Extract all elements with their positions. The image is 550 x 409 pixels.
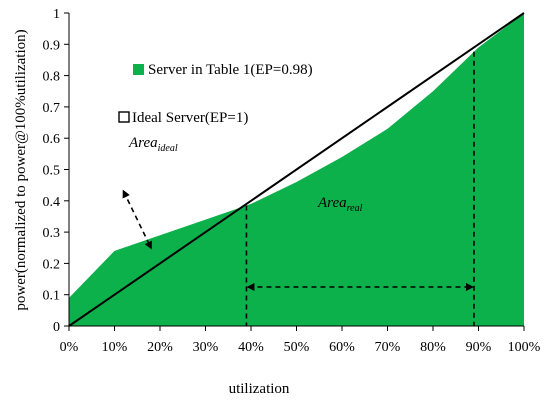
x-axis-label: utilization [229,381,290,397]
x-tick-label: 90% [466,340,492,355]
legend-swatch-real [133,64,144,75]
area-ideal-label: Area [128,135,158,151]
y-tick-label: 0.9 [43,38,61,53]
y-tick-label: 0.8 [43,70,61,85]
area-ideal-subscript: ideal [158,143,178,154]
area-real-annotation: Areareal [317,195,363,214]
y-tick-label: 0.4 [43,195,61,210]
ideal-series-line [68,12,525,327]
x-tick-label: 10% [102,340,128,355]
legend-swatch-ideal [118,111,130,123]
y-tick-label: 0.5 [43,164,61,179]
svg-text:Areareal: Areareal [317,195,363,214]
y-tick-label: 0.7 [43,101,61,116]
x-tick-label: 70% [375,340,401,355]
legend: Server in Table 1(EP=0.98) Ideal Server(… [118,62,313,126]
x-tick-label: 0% [60,340,79,355]
area-real-label: Area [317,195,347,211]
x-tick-label: 50% [284,340,310,355]
y-tick-label: 0.3 [43,226,61,241]
y-tick-label: 1 [53,7,60,22]
svg-text:Areaideal: Areaideal [128,135,178,154]
legend-label-real: Server in Table 1(EP=0.98) [148,62,313,78]
x-tick-label: 20% [147,340,173,355]
x-tick-label: 30% [193,340,219,355]
x-tick-label: 100% [508,340,541,355]
x-tick-label: 60% [329,340,355,355]
y-tick-label: 0.6 [43,132,61,147]
x-tick-label: 40% [238,340,264,355]
y-tick-label: 0 [53,320,60,335]
x-tick-label: 80% [420,340,446,355]
y-axis-label: power(normalized to power@100%utilizatio… [13,29,29,310]
y-tick-label: 0.2 [43,257,61,272]
area-ideal-annotation: Areaideal [128,135,178,154]
area-real-subscript: real [347,203,363,214]
legend-label-ideal: Ideal Server(EP=1) [132,110,248,126]
pointer-arrow [122,189,152,250]
y-tick-label: 0.1 [43,289,61,304]
